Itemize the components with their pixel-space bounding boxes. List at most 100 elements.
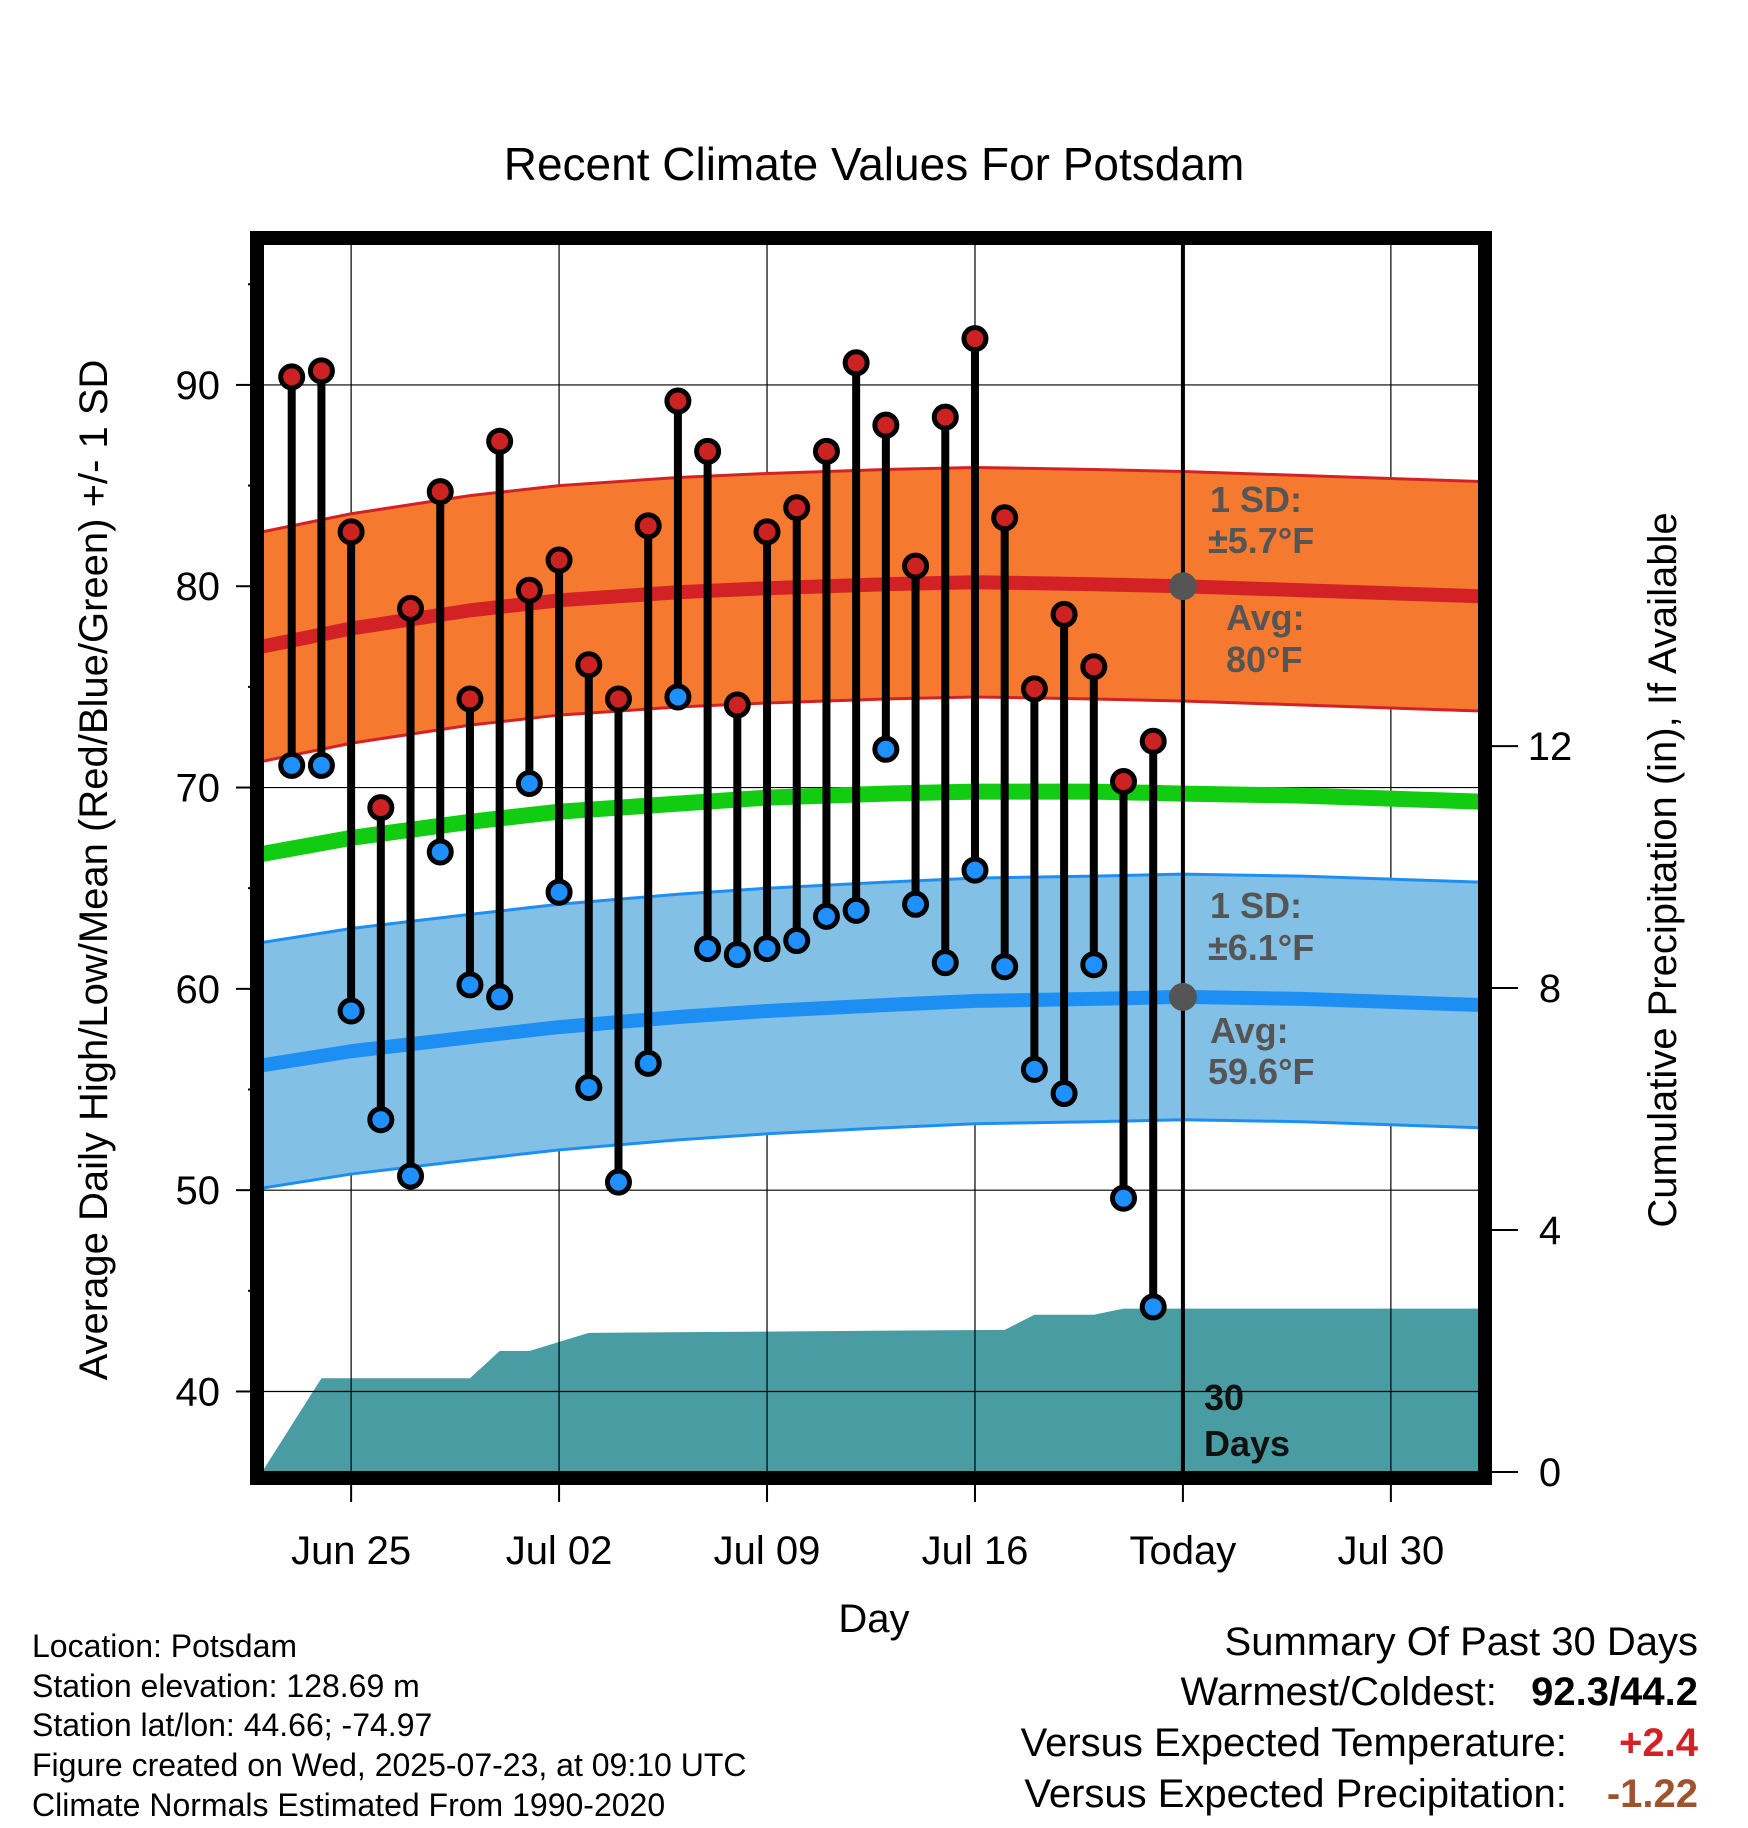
daily-high-point [337, 518, 365, 546]
daily-low-point [812, 902, 840, 930]
y-tick-label: 70 [176, 767, 221, 811]
daily-high-point [604, 685, 632, 713]
x-tick-label: Jul 02 [506, 1529, 613, 1573]
daily-high-point [1020, 675, 1048, 703]
daily-low-point [515, 770, 543, 798]
daily-low-point [1020, 1055, 1048, 1083]
daily-low-point [486, 983, 514, 1011]
x-tick-label: Jul 09 [714, 1529, 821, 1573]
daily-high-point [456, 685, 484, 713]
daily-low-point [753, 935, 781, 963]
daily-low-point [337, 997, 365, 1025]
low-sd-value: ±6.1°F [1208, 927, 1314, 968]
daily-high-point [753, 518, 781, 546]
daily-high-point [575, 651, 603, 679]
daily-high-point [842, 349, 870, 377]
daily-high-point [426, 478, 454, 506]
daily-low-point [1110, 1184, 1138, 1212]
daily-low-point [545, 878, 573, 906]
daily-low-point [426, 838, 454, 866]
low-sd-band [262, 874, 1480, 1189]
daily-low-point [634, 1049, 662, 1077]
daily-high-point [307, 357, 335, 385]
daily-high-point [931, 403, 959, 431]
footer-latlon: Station lat/lon: 44.66; -74.97 [32, 1707, 433, 1743]
footer-location: Location: Potsdam [32, 1628, 298, 1664]
daily-high-point [812, 437, 840, 465]
daily-high-point [1080, 653, 1108, 681]
summary-temp-value: +2.4 [1619, 1721, 1698, 1765]
chart-title: Recent Climate Values For Potsdam [504, 138, 1245, 190]
daily-high-point [397, 594, 425, 622]
high-sd-band [262, 467, 1480, 762]
daily-low-point [842, 896, 870, 924]
days-label-number: 30 [1204, 1377, 1244, 1418]
summary-warm-cold: Warmest/Coldest: 92.3/44.2 [1181, 1672, 1699, 1712]
x-tick-label: Today [1130, 1529, 1237, 1573]
daily-high-point [1110, 768, 1138, 796]
x-axis-label: Day [838, 1597, 909, 1641]
summary-warm-cold-label: Warmest/Coldest: [1180, 1670, 1497, 1714]
y-tick-label: 60 [176, 968, 221, 1012]
daily-low-point [872, 735, 900, 763]
y-tick-label: 40 [176, 1370, 221, 1414]
summary-precip-value: -1.22 [1606, 1772, 1698, 1816]
y2-tick-label: 0 [1539, 1451, 1561, 1495]
plot-background [262, 244, 1480, 1472]
y2-tick-label: 12 [1528, 725, 1573, 769]
daily-high-point [664, 387, 692, 415]
footer-normals: Climate Normals Estimated From 1990-2020 [32, 1787, 666, 1823]
plot-frame [250, 231, 1492, 1485]
summary-warm-cold-value: 92.3/44.2 [1531, 1670, 1698, 1714]
daily-high-point [991, 504, 1019, 532]
daily-low-point [397, 1162, 425, 1190]
daily-high-point [961, 325, 989, 353]
daily-low-point [694, 935, 722, 963]
daily-low-point [1050, 1080, 1078, 1108]
y-tick-label: 80 [176, 565, 221, 609]
summary-title: Summary Of Past 30 Days [1224, 1620, 1698, 1664]
x-tick-label: Jul 30 [1338, 1529, 1445, 1573]
daily-high-point [902, 552, 930, 580]
daily-low-point [575, 1073, 603, 1101]
low-avg-label: Avg: [1210, 1010, 1289, 1051]
daily-high-point [872, 411, 900, 439]
daily-high-point [634, 512, 662, 540]
y-tick-label: 90 [176, 364, 221, 408]
summary-precip-label: Versus Expected Precipitation: [1024, 1772, 1567, 1816]
daily-high-point [545, 546, 573, 574]
daily-low-point [902, 890, 930, 918]
daily-high-point [723, 691, 751, 719]
daily-low-point [1139, 1293, 1167, 1321]
daily-low-point [664, 683, 692, 711]
daily-low-point [307, 751, 335, 779]
daily-high-point [783, 494, 811, 522]
y2-tick-label: 4 [1539, 1209, 1561, 1253]
daily-low-point [931, 949, 959, 977]
footer-created: Figure created on Wed, 2025-07-23, at 09… [32, 1747, 747, 1783]
plot-interior [262, 244, 1480, 1472]
daily-low-point [456, 971, 484, 999]
high-avg-label: Avg: [1226, 597, 1305, 638]
avg-low-line [262, 989, 1480, 1073]
high-sd-value: ±5.7°F [1208, 520, 1314, 561]
daily-low-point [604, 1168, 632, 1196]
daily-high-point [486, 427, 514, 455]
high-avg-value: 80°F [1226, 639, 1302, 680]
low-avg-value: 59.6°F [1208, 1051, 1314, 1092]
y2-axis-label: Cumulative Precipitation (in), If Availa… [1641, 512, 1685, 1227]
daily-low-point [991, 953, 1019, 981]
daily-high-point [278, 363, 306, 391]
daily-low-point [367, 1106, 395, 1134]
y-axis-label: Average Daily High/Low/Mean (Red/Blue/Gr… [72, 360, 116, 1381]
low-sd-label: 1 SD: [1210, 885, 1302, 926]
daily-high-point [694, 437, 722, 465]
daily-low-point [278, 751, 306, 779]
daily-high-point [515, 576, 543, 604]
daily-low-point [723, 941, 751, 969]
daily-high-point [1050, 600, 1078, 628]
days-label-word: Days [1204, 1423, 1290, 1464]
footer-elevation: Station elevation: 128.69 m [32, 1668, 420, 1704]
